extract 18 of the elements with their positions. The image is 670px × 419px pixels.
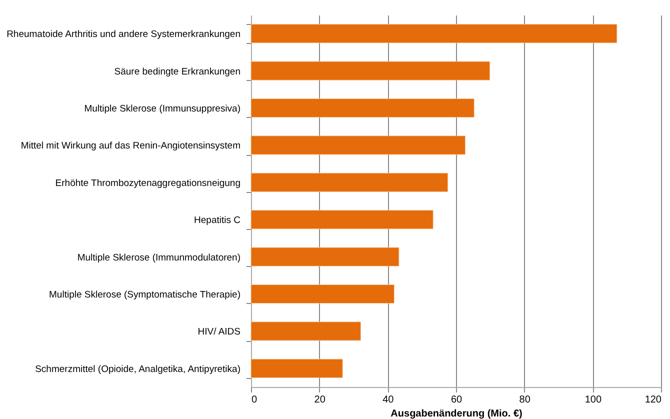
x-tick-label: 20: [314, 394, 326, 406]
y-tick-label: Schmerzmittel (Opioide, Analgetika, Antipyretika): [35, 364, 240, 375]
y-tick-label: Multiple Sklerose (Symptomatische Therapie): [49, 290, 240, 300]
x-tick-label: 0: [252, 394, 258, 406]
x-tick-label: 40: [382, 394, 394, 406]
y-tick-label: Mittel mit Wirkung auf das Renin-Angiotensinsystem: [20, 140, 241, 152]
x-axis-title: Ausgabenänderung (Mio. €): [390, 408, 522, 419]
y-tick-label: Säure bedingte Erkrankungen: [114, 66, 240, 78]
y-tick-label: Rheumatoide Arthritis und andere Systemerkrankungen: [6, 29, 240, 40]
x-tick-label: 80: [519, 394, 531, 406]
y-tick-label: Hepatitis C: [194, 215, 241, 226]
x-tick-label: 100: [584, 394, 602, 406]
y-tick-label: Multiple Sklerose (Immunsuppresiva): [84, 104, 240, 114]
y-tick-label: HIV/ AIDS: [198, 326, 240, 338]
x-tick-label: 120: [644, 394, 662, 406]
x-tick-label: 60: [450, 394, 462, 406]
y-tick-label: Multiple Sklerose (Immunmodulatoren): [77, 252, 240, 264]
y-tick-label: Erhöhte Thrombozytenaggregationsneigung: [55, 178, 240, 189]
